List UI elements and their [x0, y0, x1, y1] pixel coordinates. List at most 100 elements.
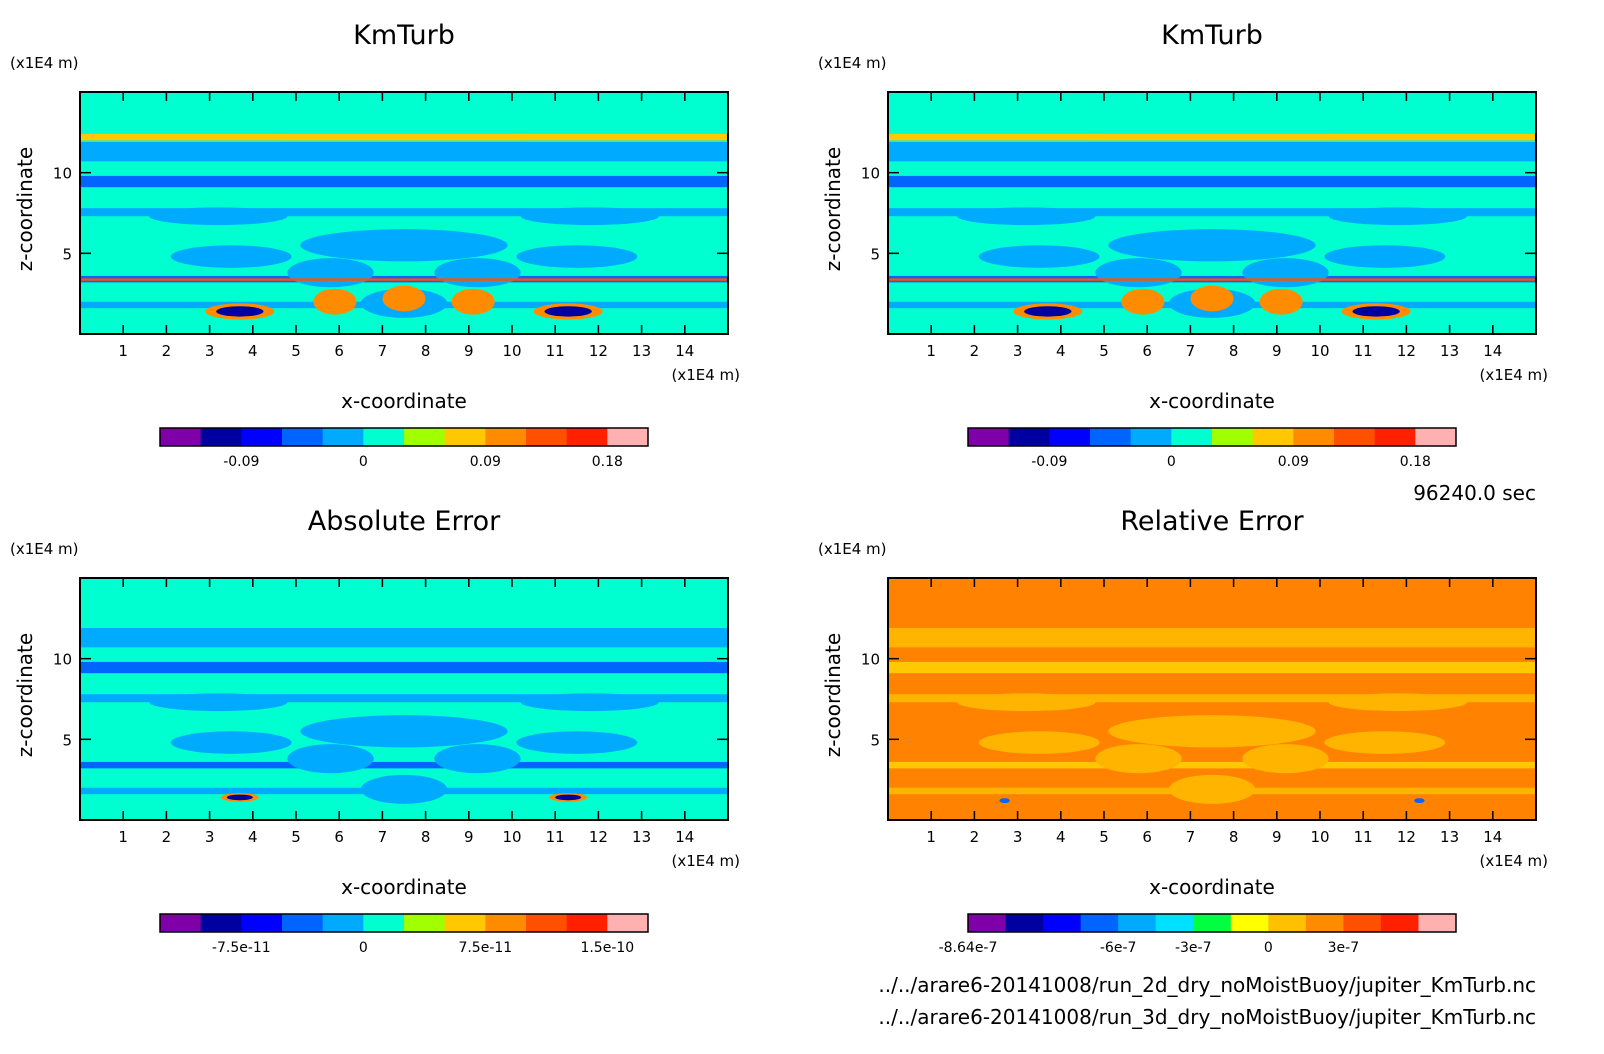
colorbar-swatch	[526, 428, 568, 446]
x-tick-label: 11	[546, 828, 565, 846]
heatmap-blob	[1352, 306, 1400, 317]
panel-3: Absolute Error(x1E4 m)(x1E4 m)1 2 3 4 5 6 7 8 9 1…	[10, 506, 740, 956]
time-stamp: 96240.0 sec	[1413, 481, 1536, 505]
x-tick-label: 13	[632, 828, 651, 846]
colorbar-frame	[159, 913, 649, 933]
z-unit-label: (x1E4 m)	[818, 54, 887, 72]
x-tick-label: 12	[589, 828, 608, 846]
colorbar-swatch	[444, 914, 486, 932]
colorbar-swatch	[1080, 914, 1119, 932]
colorbar-swatch	[444, 428, 486, 446]
heatmap-band	[888, 694, 1536, 703]
heatmap-blob	[520, 207, 659, 226]
x-tick-label: 9	[1272, 342, 1282, 360]
y-axis-label: z-coordinate	[13, 147, 37, 271]
x-tick-label: 4	[1056, 828, 1066, 846]
z-unit-label: (x1E4 m)	[10, 540, 79, 558]
x-axis-label: x-coordinate	[1149, 875, 1275, 899]
colorbar-tick-label: -0.09	[223, 454, 259, 470]
colorbar-swatch	[566, 914, 608, 932]
heatmap-blob	[957, 207, 1096, 226]
x-tick-label: 13	[1440, 828, 1459, 846]
x-tick-label: 2	[970, 828, 980, 846]
x-tick-label: 10	[502, 342, 521, 360]
x-unit-label: (x1E4 m)	[671, 366, 740, 384]
heatmap-band	[80, 761, 728, 769]
x-unit-label: (x1E4 m)	[671, 852, 740, 870]
x-tick-label: 10	[1310, 828, 1329, 846]
colorbar-swatch	[1418, 914, 1457, 932]
heatmap-blob	[520, 693, 659, 712]
y-tick-label: 5	[62, 731, 72, 749]
heatmap-blob	[1259, 288, 1303, 315]
heatmap-blob	[516, 245, 638, 268]
y-tick-label: 10	[861, 651, 880, 669]
x-tick-label: 10	[502, 828, 521, 846]
colorbar-swatch	[607, 428, 649, 446]
colorbar-tick-label: 0.18	[592, 454, 623, 470]
x-tick-label: 11	[1354, 342, 1373, 360]
heatmap-blob	[1324, 245, 1446, 268]
heatmap-band	[80, 208, 728, 217]
colorbar-frame	[967, 913, 1457, 933]
heatmap-blob	[957, 693, 1096, 712]
heatmap-blob	[1324, 731, 1446, 754]
x-unit-label: (x1E4 m)	[1479, 366, 1548, 384]
heatmap-blob	[1328, 693, 1467, 712]
heatmap-band	[888, 208, 1536, 217]
colorbar-swatch	[282, 428, 324, 446]
x-tick-label: 4	[248, 342, 258, 360]
heatmap-blob	[451, 288, 495, 315]
plot-frame	[887, 577, 1537, 821]
y-tick-label: 5	[870, 245, 880, 263]
heatmap-band	[80, 133, 728, 141]
colorbar-swatch	[1005, 914, 1044, 932]
x-tick-label: 2	[970, 342, 980, 360]
x-tick-label: 13	[1440, 342, 1459, 360]
colorbar-tick-label: -7.5e-11	[212, 940, 271, 956]
heatmap-blob	[1024, 306, 1072, 317]
heatmap-band	[888, 133, 1536, 141]
heatmap-blob	[434, 744, 521, 774]
colorbar-tick-label: 3e-7	[1328, 940, 1359, 956]
y-tick-label: 5	[870, 731, 880, 749]
x-tick-label: 8	[1229, 342, 1239, 360]
y-axis-label: z-coordinate	[821, 147, 845, 271]
x-axis-label: x-coordinate	[341, 875, 467, 899]
heatmap-blob	[1414, 798, 1425, 804]
colorbar-swatch	[566, 428, 608, 446]
panel-title: Absolute Error	[308, 506, 501, 537]
x-tick-label: 12	[1397, 828, 1416, 846]
colorbar-tick-label: -0.09	[1031, 454, 1067, 470]
x-tick-label: 14	[675, 828, 694, 846]
heatmap-band	[888, 661, 1536, 674]
colorbar-swatch	[1090, 428, 1132, 446]
colorbar-swatch	[485, 428, 527, 446]
colorbar-tick-label: -6e-7	[1100, 940, 1137, 956]
heatmap-blob	[978, 245, 1100, 268]
plot-frame	[79, 91, 729, 335]
y-tick-label: 10	[53, 651, 72, 669]
x-tick-label: 7	[1186, 342, 1196, 360]
x-tick-label: 4	[1056, 342, 1066, 360]
colorbar-swatch	[485, 914, 527, 932]
colorbar-frame	[159, 427, 649, 447]
colorbar-swatch	[1212, 428, 1254, 446]
heatmap-blob	[287, 744, 374, 774]
panel-4: Relative Error(x1E4 m)(x1E4 m)1 2 3 4 5 6 7 8 9 1…	[818, 506, 1548, 956]
x-tick-label: 7	[1186, 828, 1196, 846]
heatmap-blob	[1242, 744, 1329, 774]
heatmap-blob	[170, 731, 292, 754]
heatmap-band	[80, 661, 728, 674]
colorbar-swatch	[200, 428, 242, 446]
colorbar-swatch	[282, 914, 324, 932]
x-tick-label: 11	[1354, 828, 1373, 846]
heatmap-blob	[1328, 207, 1467, 226]
x-unit-label: (x1E4 m)	[1479, 852, 1548, 870]
colorbar-swatch	[241, 914, 283, 932]
y-tick-label: 10	[53, 165, 72, 183]
colorbar-swatch	[160, 914, 202, 932]
colorbar-tick-label: 0.09	[470, 454, 501, 470]
y-tick-label: 10	[861, 165, 880, 183]
